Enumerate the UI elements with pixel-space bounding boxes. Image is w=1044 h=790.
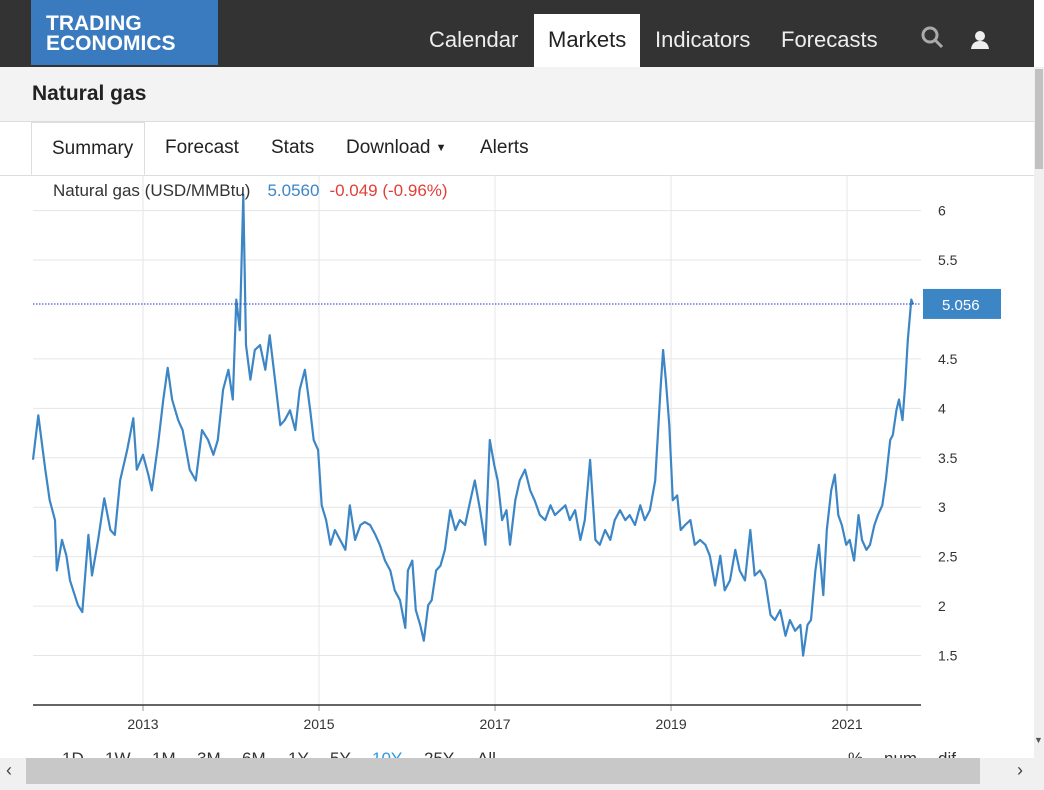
x-tick-label: 2019 — [655, 716, 686, 732]
chart-title: Natural gas (USD/MMBtu) — [53, 181, 250, 200]
scroll-arrow[interactable]: ▼ — [1034, 735, 1043, 745]
icons — [921, 26, 989, 49]
y-tick-label: 1.5 — [938, 648, 958, 664]
scroll-arrow[interactable]: › — [1017, 760, 1023, 780]
logo-line: TRADING — [46, 12, 142, 35]
nav-item[interactable]: Forecasts — [781, 27, 878, 52]
x-tick-label: 2021 — [831, 716, 862, 732]
y-tick-label: 3 — [938, 499, 946, 515]
price-tag — [923, 288, 1001, 319]
range-button[interactable]: 1Y — [288, 749, 309, 758]
vertical-scrollbar[interactable]: ▼ — [1034, 67, 1044, 758]
user-icon[interactable] — [971, 31, 989, 49]
range-button[interactable]: All — [477, 749, 496, 758]
tab[interactable]: Stats — [271, 137, 315, 158]
tab-bar — [0, 122, 1034, 176]
tab[interactable]: Forecast — [165, 137, 239, 158]
tab[interactable]: Summary — [31, 122, 145, 175]
range-button[interactable]: 5Y — [330, 749, 351, 758]
x-tick-label: 2013 — [127, 716, 158, 732]
range-button[interactable]: 6M — [242, 749, 266, 758]
y-tick-label: 3.5 — [938, 450, 958, 466]
range-button[interactable]: 3M — [197, 749, 221, 758]
price: 5.0560 — [267, 181, 319, 200]
title-band — [0, 67, 1034, 122]
logo-line: ECONOMICS — [46, 32, 176, 55]
logo[interactable]: TRADING ECONOMICS — [31, 0, 218, 65]
range-button[interactable]: 25Y — [424, 749, 454, 758]
nav-item[interactable]: Markets — [534, 14, 641, 67]
change: -0.049 (-0.96%) — [329, 181, 447, 200]
y-tick-label: 4 — [938, 400, 946, 416]
nav-item[interactable]: Indicators — [655, 27, 751, 52]
y-tick-label: 5.5 — [938, 252, 958, 268]
tab-label: Download — [346, 137, 431, 158]
search-icon[interactable] — [921, 26, 944, 49]
horizontal-scrollbar[interactable]: ‹ › — [0, 758, 1044, 790]
price-line — [31, 193, 915, 657]
y-tick-label: 4.5 — [938, 351, 958, 367]
x-tick-label: 2015 — [303, 716, 334, 732]
scroll-thumb[interactable] — [26, 758, 980, 784]
chart: 1.5 2 2.5 3 3.5 4 4.5 5.5 6 2013 2015 2017 2019 2021 5… — [31, 175, 1001, 758]
scroll-thumb[interactable] — [1035, 69, 1043, 169]
mode-button[interactable]: dif — [938, 749, 956, 758]
mode-button[interactable]: % — [848, 749, 863, 758]
tab[interactable]: Alerts — [480, 137, 529, 158]
caret: ▼ — [435, 142, 447, 154]
y-tick-label: 2 — [938, 598, 946, 614]
nav-item[interactable]: Calendar — [429, 27, 519, 52]
mode-button[interactable]: num — [884, 749, 917, 758]
page-title: Natural gas — [32, 82, 147, 105]
scroll-arrow[interactable]: ‹ — [6, 760, 12, 780]
price-tag-label: 5.056 — [942, 297, 980, 314]
range-button[interactable]: 10Y — [372, 749, 402, 758]
chart-header: Natural gas (USD/MMBtu) 5.0560 -0.049 (-0.… — [53, 181, 448, 200]
x-tick-label: 2017 — [479, 716, 510, 732]
range-button[interactable]: 1M — [152, 749, 176, 758]
y-tick-label: 6 — [938, 203, 946, 219]
range-button[interactable]: 1D — [62, 749, 84, 758]
tab[interactable]: Download ▼ — [326, 122, 465, 175]
y-tick-label: 2.5 — [938, 549, 958, 565]
range-button[interactable]: 1W — [105, 749, 131, 758]
